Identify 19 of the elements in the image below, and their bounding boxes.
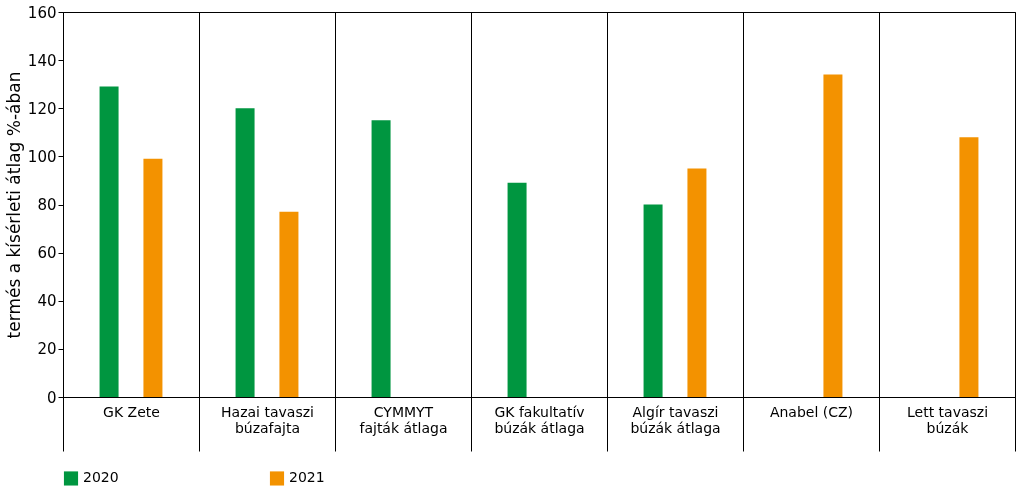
x-tick-label: GK Zete (103, 403, 160, 420)
y-tick-label: 80 (37, 196, 57, 214)
y-tick-label: 140 (27, 51, 57, 70)
x-tick-label: CYMMYT fajták átlaga (359, 403, 448, 436)
legend-label: 2020 (83, 469, 119, 486)
y-axis-title: termés a kísérleti átlag %-ában (3, 71, 24, 339)
x-tick-label: Hazai tavaszi búzafajta (221, 403, 314, 436)
legend-label: 2021 (289, 469, 325, 486)
y-tick-label: 40 (37, 292, 57, 311)
y-tick-label: 120 (27, 99, 57, 118)
y-tick-label: 160 (27, 3, 57, 22)
x-tick-label: Lett tavaszi búzák (906, 403, 989, 436)
y-tick-label: 0 (46, 388, 57, 407)
y-tick-label: 60 (37, 244, 57, 263)
x-tick-label: GK fakultatív búzák átlaga (494, 403, 585, 436)
x-tick-label: Anabel (CZ) (769, 403, 854, 420)
y-tick-label: 100 (27, 147, 57, 166)
y-tick-label: 20 (37, 340, 57, 359)
x-tick-label: Algír tavaszi búzák átlaga (630, 403, 721, 436)
